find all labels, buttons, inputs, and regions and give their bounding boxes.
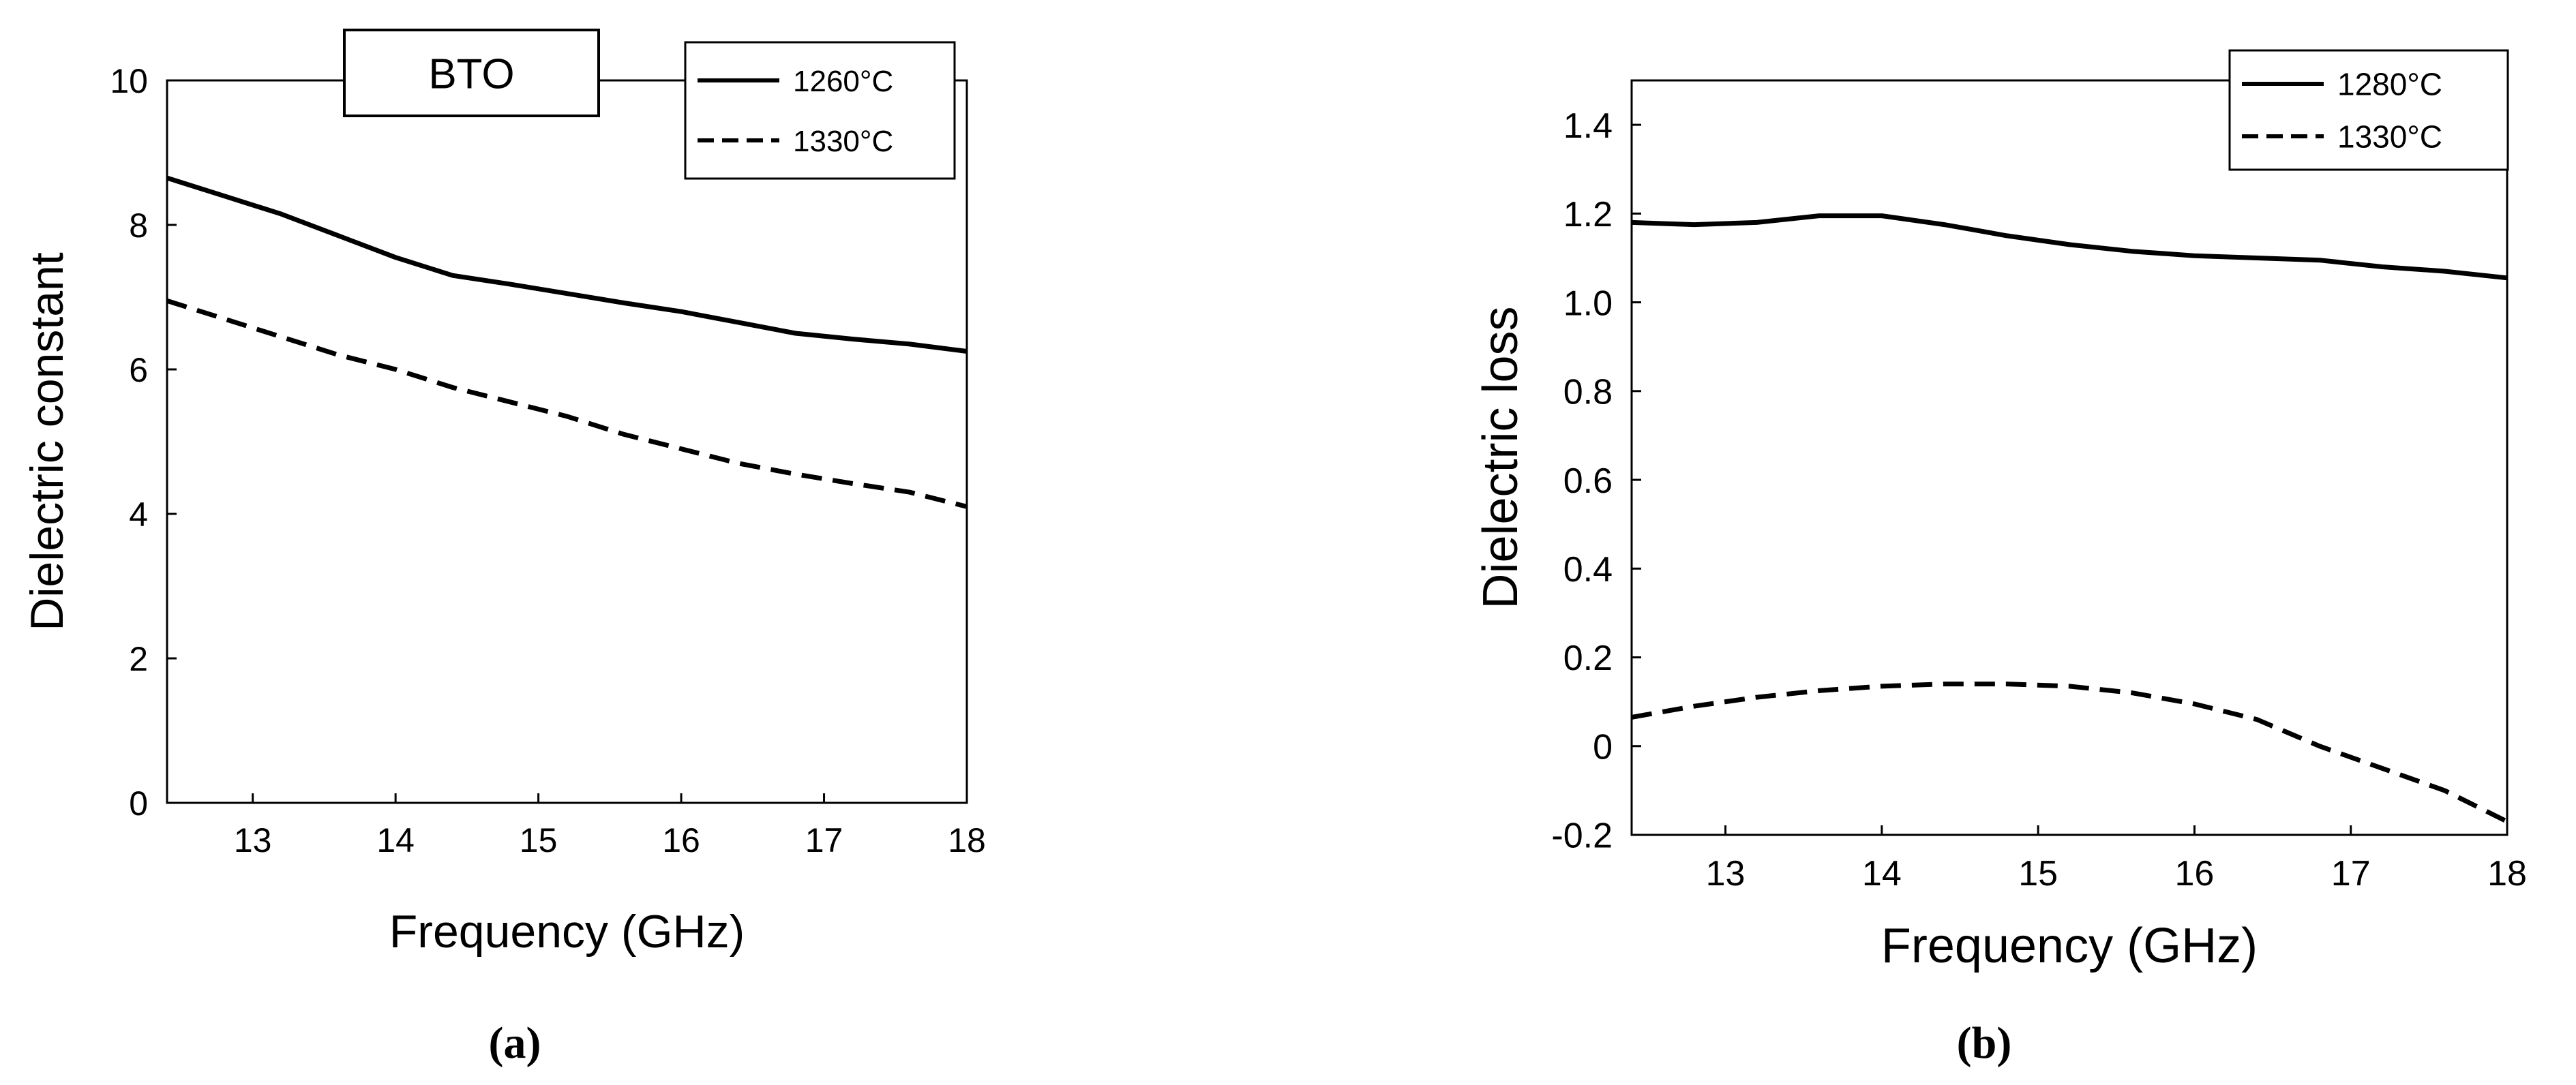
panel-caption: (a) bbox=[489, 1018, 541, 1068]
y-tick-label: 2 bbox=[129, 640, 148, 678]
x-tick-label: 15 bbox=[520, 821, 558, 859]
y-tick-label: 0.2 bbox=[1563, 639, 1613, 678]
x-tick-label: 16 bbox=[2175, 854, 2215, 893]
x-axis-label: Frequency (GHz) bbox=[1881, 919, 2258, 973]
plot-frame bbox=[1630, 79, 2508, 836]
inset-label: BTO bbox=[428, 50, 514, 97]
x-tick-label: 14 bbox=[376, 821, 415, 859]
y-tick-label: 0.8 bbox=[1563, 373, 1613, 412]
legend-box bbox=[2228, 49, 2509, 171]
x-tick-label: 13 bbox=[1706, 854, 1746, 893]
legend-label: 1280°C bbox=[2337, 67, 2442, 102]
x-tick-label: 15 bbox=[2018, 854, 2058, 893]
y-tick-label: 1.2 bbox=[1563, 195, 1613, 234]
y-tick-label: 6 bbox=[129, 351, 148, 389]
x-tick-label: 14 bbox=[1862, 854, 1902, 893]
x-axis-label: Frequency (GHz) bbox=[389, 906, 745, 958]
legend-label: 1330°C bbox=[2337, 119, 2442, 155]
legend-label: 1260°C bbox=[793, 65, 893, 98]
x-tick-label: 13 bbox=[234, 821, 272, 859]
y-tick-label: -0.2 bbox=[1551, 816, 1613, 856]
x-tick-label: 18 bbox=[2487, 854, 2527, 893]
inset-label-box bbox=[343, 29, 600, 117]
panel-caption: (b) bbox=[1957, 1018, 2012, 1068]
legend-label: 1330°C bbox=[793, 125, 893, 158]
panel-b: 13 14 15 16 17 18 -0.2 0 0.2 0.4 0.6 0.8 1.0 1.2 1.4 Fr… bbox=[1473, 49, 2527, 1068]
series-line-1280°C bbox=[1631, 213, 2508, 281]
legend-box bbox=[684, 41, 956, 180]
y-tick-label: 0 bbox=[129, 784, 148, 823]
x-tick-label: 18 bbox=[948, 821, 986, 859]
y-axis-label: Dielectric loss bbox=[1473, 306, 1528, 609]
y-tick-label: 4 bbox=[129, 495, 148, 534]
y-tick-label: 10 bbox=[110, 62, 148, 100]
series-line-1260°C bbox=[166, 175, 968, 354]
x-tick-label: 17 bbox=[2331, 854, 2371, 893]
y-tick-label: 0 bbox=[1593, 727, 1613, 767]
y-tick-label: 0.4 bbox=[1563, 550, 1613, 590]
series-line-1330°C bbox=[1631, 682, 2508, 824]
x-tick-label: 17 bbox=[805, 821, 843, 859]
y-tick-label: 8 bbox=[129, 207, 148, 245]
panel-a: 13 14 15 16 17 18 0 2 4 6 8 10 Frequency (GHz) Dielec… bbox=[21, 29, 986, 1068]
series-line-1330°C bbox=[166, 298, 968, 509]
y-tick-label: 1.0 bbox=[1563, 284, 1613, 323]
y-tick-label: 0.6 bbox=[1563, 461, 1613, 501]
y-axis-label: Dielectric constant bbox=[21, 252, 73, 631]
y-tick-label: 1.4 bbox=[1563, 106, 1613, 146]
plot-frame bbox=[166, 79, 968, 804]
x-tick-label: 16 bbox=[662, 821, 700, 859]
